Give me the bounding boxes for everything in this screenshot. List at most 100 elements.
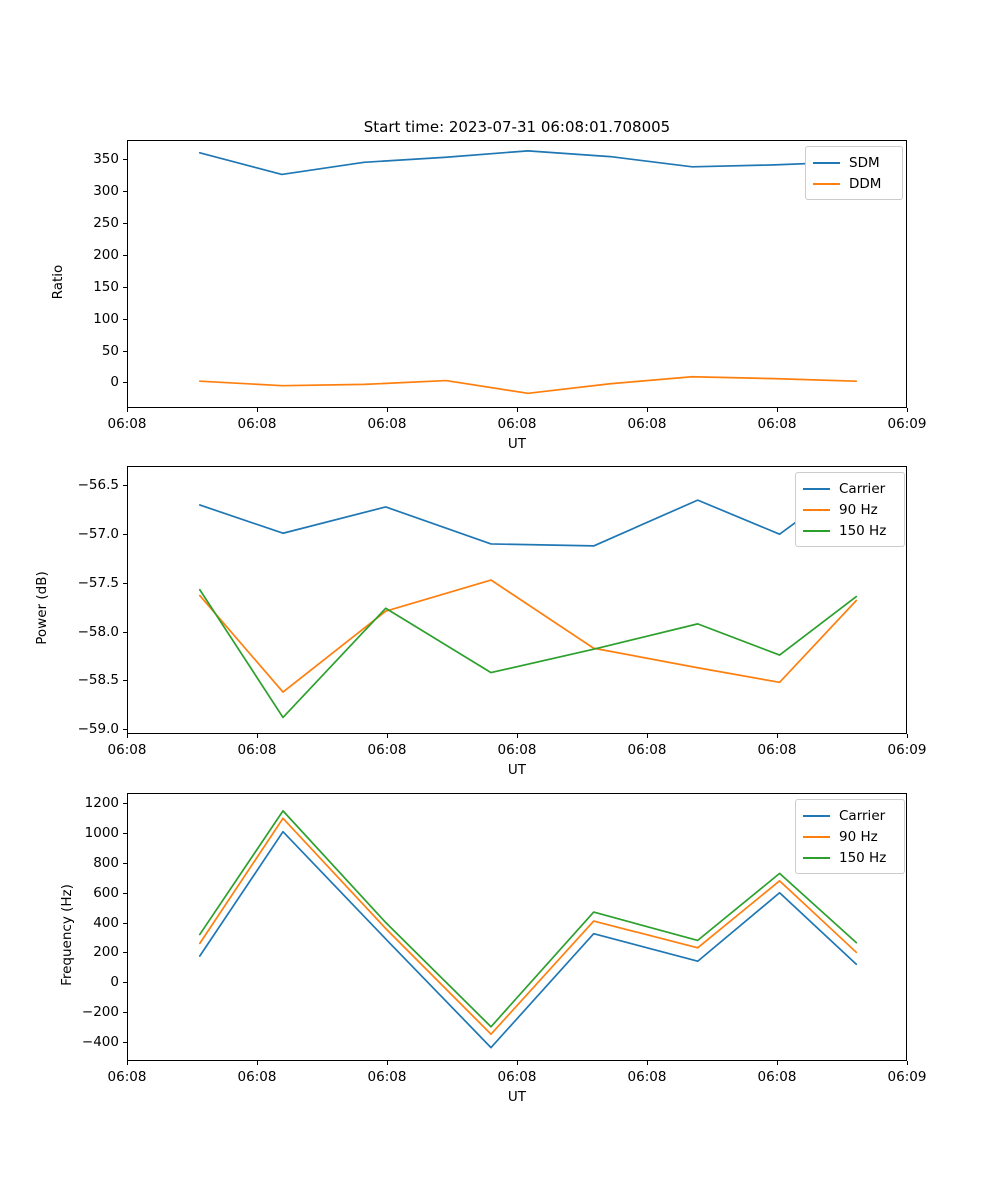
- power-panel-x-tick-label: 06:09: [887, 742, 927, 758]
- frequency-panel-y-tick-label: −400: [81, 1033, 119, 1050]
- legend-item-150hz: 150 Hz: [803, 520, 897, 541]
- ratio-x-axis-label: UT: [507, 436, 527, 452]
- power-panel-y-tick-label: −56.5: [77, 477, 119, 494]
- frequency-panel-y-tick-mark: [123, 893, 127, 894]
- legend-swatch-90hz-freq: [803, 835, 830, 838]
- frequency-panel-x-tick-mark: [647, 1061, 648, 1065]
- frequency-panel-x-tick-mark: [127, 1061, 128, 1065]
- frequency-panel-line-150-hz: [198, 810, 858, 1028]
- legend-swatch-carrier-freq: [803, 814, 830, 817]
- frequency-panel-y-tick-label: 800: [93, 854, 119, 871]
- ratio-panel-y-tick-label: 350: [93, 151, 119, 168]
- frequency-panel-y-tick-mark: [123, 952, 127, 953]
- frequency-x-axis-label: UT: [507, 1089, 527, 1105]
- frequency-panel-x-tick-mark: [517, 1061, 518, 1065]
- ratio-plot-area: [127, 140, 907, 408]
- frequency-panel-x-tick-mark: [777, 1061, 778, 1065]
- frequency-panel-x-tick-mark: [907, 1061, 908, 1065]
- frequency-panel-y-tick-mark: [123, 1012, 127, 1013]
- power-panel-line-90-hz: [198, 579, 858, 693]
- ratio-panel-x-tick-mark: [777, 408, 778, 412]
- power-panel-x-tick-label: 06:08: [757, 742, 797, 758]
- ratio-panel-x-tick-label: 06:08: [757, 416, 797, 432]
- ratio-series-layer: [198, 150, 858, 395]
- ratio-legend: SDM DDM: [805, 146, 903, 200]
- ratio-panel-y-tick-mark: [123, 255, 127, 256]
- legend-label-90hz-freq: 90 Hz: [839, 828, 878, 845]
- frequency-panel-y-tick-mark: [123, 863, 127, 864]
- legend-swatch-90hz: [803, 508, 830, 511]
- frequency-panel-y-tick-mark: [123, 803, 127, 804]
- ratio-panel-x-tick-label: 06:08: [107, 416, 147, 432]
- legend-label-90hz: 90 Hz: [839, 501, 878, 518]
- legend-swatch-sdm: [813, 161, 840, 164]
- ratio-panel-y-tick-label: 200: [93, 246, 119, 263]
- power-panel-y-tick-mark: [123, 680, 127, 681]
- frequency-panel-y-tick-label: −200: [81, 1003, 119, 1020]
- frequency-panel-x-tick-label: 06:08: [497, 1069, 537, 1085]
- legend-swatch-ddm: [813, 182, 840, 185]
- ratio-panel-y-tick-label: 250: [93, 214, 119, 231]
- frequency-panel-y-tick-mark: [123, 833, 127, 834]
- frequency-panel-x-tick-label: 06:08: [237, 1069, 277, 1085]
- frequency-panel-line-carrier: [198, 830, 858, 1049]
- ratio-panel-x-tick-label: 06:09: [887, 416, 927, 432]
- frequency-panel-y-tick-mark: [123, 1042, 127, 1043]
- ratio-panel-x-tick-mark: [647, 408, 648, 412]
- frequency-y-axis-label: Frequency (Hz): [59, 884, 75, 986]
- legend-label-ddm: DDM: [849, 175, 882, 192]
- ratio-panel-y-tick-label: 150: [93, 278, 119, 295]
- legend-item-90hz: 90 Hz: [803, 499, 897, 520]
- frequency-panel-x-tick-label: 06:08: [107, 1069, 147, 1085]
- ratio-panel: Ratio UT SDM DDM 0 50 100 150 200 250 300 350 06…: [0, 0, 1000, 460]
- power-panel-x-tick-label: 06:08: [107, 742, 147, 758]
- legend-item-carrier-freq: Carrier: [803, 805, 897, 826]
- frequency-panel-x-tick-label: 06:09: [887, 1069, 927, 1085]
- ratio-panel-y-tick-label: 0: [110, 374, 119, 391]
- frequency-panel-line-90-hz: [198, 817, 858, 1036]
- frequency-panel-y-tick-label: 1200: [84, 795, 119, 812]
- ratio-panel-y-tick-mark: [123, 382, 127, 383]
- ratio-panel-x-tick-mark: [907, 408, 908, 412]
- frequency-plot-area: [127, 793, 907, 1061]
- power-panel-y-tick-mark: [123, 583, 127, 584]
- power-panel-x-tick-mark: [127, 734, 128, 738]
- frequency-panel-x-tick-mark: [257, 1061, 258, 1065]
- frequency-panel-y-tick-label: 200: [93, 944, 119, 961]
- power-panel-y-tick-mark: [123, 534, 127, 535]
- legend-label-sdm: SDM: [849, 154, 880, 171]
- figure-title: Start time: 2023-07-31 06:08:01.708005: [363, 118, 671, 136]
- power-panel-x-tick-mark: [777, 734, 778, 738]
- ratio-panel-y-tick-label: 100: [93, 310, 119, 327]
- power-panel-y-tick-label: −58.5: [77, 672, 119, 689]
- frequency-panel-y-tick-mark: [123, 982, 127, 983]
- power-panel-y-tick-label: −57.5: [77, 574, 119, 591]
- frequency-panel-x-tick-label: 06:08: [757, 1069, 797, 1085]
- power-panel-x-tick-label: 06:08: [367, 742, 407, 758]
- power-panel-y-tick-mark: [123, 485, 127, 486]
- frequency-panel-y-tick-label: 400: [93, 914, 119, 931]
- power-panel-y-tick-mark: [123, 632, 127, 633]
- frequency-panel-y-tick-label: 600: [93, 884, 119, 901]
- power-panel-y-tick-label: −57.0: [77, 526, 119, 543]
- legend-swatch-150hz: [803, 529, 830, 532]
- power-panel-line-carrier: [198, 476, 858, 547]
- power-panel-x-tick-mark: [387, 734, 388, 738]
- legend-swatch-carrier: [803, 487, 830, 490]
- power-panel-x-tick-mark: [907, 734, 908, 738]
- ratio-panel-x-tick-label: 06:08: [367, 416, 407, 432]
- power-panel-x-tick-mark: [257, 734, 258, 738]
- power-panel-line-150-hz: [198, 588, 858, 719]
- ratio-panel-y-tick-label: 50: [101, 342, 119, 359]
- legend-label-150hz: 150 Hz: [839, 522, 887, 539]
- legend-label-150hz-freq: 150 Hz: [839, 849, 887, 866]
- power-panel-x-tick-mark: [517, 734, 518, 738]
- power-panel-x-tick-label: 06:08: [627, 742, 667, 758]
- ratio-panel-y-tick-label: 300: [93, 183, 119, 200]
- ratio-panel-x-tick-mark: [127, 408, 128, 412]
- power-panel-y-tick-label: −59.0: [77, 721, 119, 738]
